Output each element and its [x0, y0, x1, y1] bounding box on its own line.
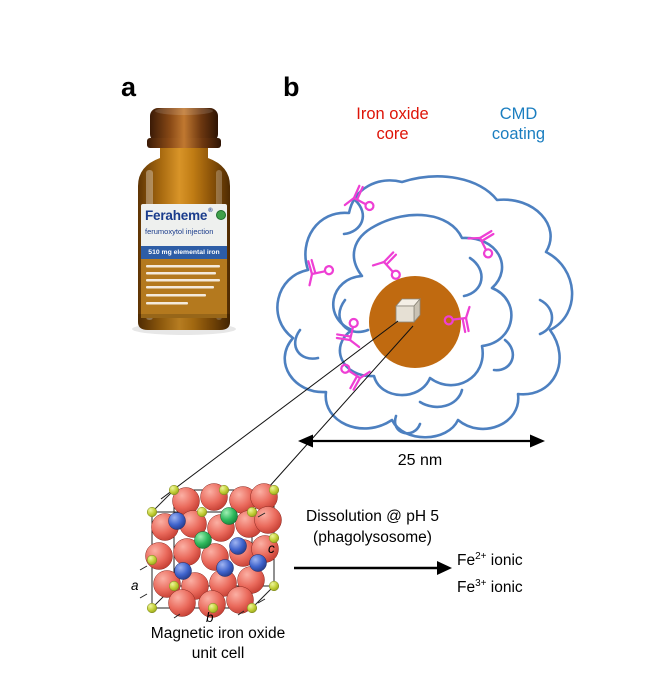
fe3-superscript: 3+ [475, 578, 487, 589]
corner-atom [146, 602, 158, 614]
unit-cell-caption-line2: unit cell [191, 645, 245, 662]
polymer-strand [332, 213, 513, 397]
unit-cell-model [139, 483, 282, 619]
polymer-strand [492, 338, 515, 372]
polymer-strand [276, 175, 574, 439]
iron-oxide-core [369, 276, 461, 368]
vial-dose-strip [141, 246, 227, 259]
polymer-strand [293, 328, 320, 360]
fe2-rest: ionic [486, 552, 523, 570]
polymer-strand [418, 388, 464, 409]
cmd-coating-label: CMD coating [476, 104, 561, 144]
vial-logo-dot [216, 210, 227, 220]
fe2-superscript: 2+ [475, 551, 487, 562]
fe3-ionic-label: Fe3+ ionic [457, 578, 523, 597]
iron-oxide-core-label-line1: Iron oxide [356, 105, 429, 123]
iron-atom-blue [168, 512, 186, 530]
corner-atom [268, 580, 280, 592]
carboxylate-icon [464, 226, 498, 260]
cmd-polymer-coating [276, 175, 574, 439]
iron-atom-blue [249, 554, 267, 572]
corner-atom [146, 506, 158, 518]
vial-bottom-shade [138, 314, 230, 330]
iron-atom-blue [229, 537, 247, 555]
vial-brand-name: Feraheme [145, 208, 208, 223]
iron-atom-green [220, 507, 238, 525]
vial-brand: Feraheme ® [145, 208, 227, 223]
axis-c-label: c [268, 541, 275, 556]
axis-b-label: b [206, 610, 214, 625]
fe2-base: Fe [457, 552, 476, 570]
corner-atom [196, 506, 208, 518]
fe3-rest: ionic [486, 579, 523, 597]
fe2-ionic-label: Fe2+ ionic [457, 551, 523, 570]
vial-fine-print-lines [146, 265, 220, 305]
registered-mark: ® [208, 208, 213, 214]
panel-b-label: b [283, 72, 300, 102]
corner-atom [168, 580, 180, 592]
vial-cap-highlight [155, 107, 213, 115]
corner-atom [246, 602, 258, 614]
corner-atom [246, 506, 258, 518]
iron-oxide-core-label-line2: core [376, 125, 409, 143]
vial-cap-band [147, 138, 221, 148]
cmd-coating-label-line2: coating [491, 125, 546, 143]
polymer-strand [342, 198, 365, 236]
panel-a-label: a [121, 72, 137, 102]
vial-photo [132, 107, 236, 335]
cmd-coating-label-line1: CMD [499, 105, 538, 123]
iron-oxide-core-label: Iron oxide core [345, 104, 440, 144]
vial-subtitle: ferumoxytol injection [145, 227, 214, 236]
corner-atom [218, 484, 230, 496]
scale-label: 25 nm [397, 452, 443, 469]
fe3-base: Fe [457, 579, 476, 597]
carboxylate-icon [370, 250, 402, 282]
polymer-strand [538, 298, 554, 336]
reaction-arrow [294, 561, 452, 575]
oxygen-atom [254, 506, 282, 534]
dissolution-label-line1: Dissolution @ pH 5 [306, 508, 439, 525]
unit-cell-caption: Magnetic iron oxide unit cell [128, 624, 308, 664]
corner-atom [146, 554, 158, 566]
polymer-strand [462, 256, 483, 298]
corner-atom [168, 484, 180, 496]
oxygen-atoms [145, 483, 282, 618]
oxygen-atom [168, 589, 196, 617]
carboxylate-icon [298, 255, 336, 293]
iron-atom-blue [174, 562, 192, 580]
axis-a-label: a [131, 578, 139, 593]
scale-arrow [298, 434, 545, 448]
core-unit-cube-icon [395, 297, 421, 324]
dissolution-label: Dissolution @ pH 5 (phagolysosome) [285, 506, 460, 548]
axis-ticks [139, 512, 266, 619]
unit-cell-caption-line1: Magnetic iron oxide [150, 625, 286, 642]
corner-atom [268, 484, 280, 496]
vial-dose: 510 mg elemental iron [148, 249, 220, 256]
polymer-strand [338, 298, 370, 334]
dissolution-label-line2: (phagolysosome) [313, 529, 432, 546]
zoom-lines [160, 320, 414, 500]
iron-atom-green [194, 531, 212, 549]
vial-cap [150, 108, 218, 142]
polymer-strand [393, 414, 422, 435]
iron-atom-blue [216, 559, 234, 577]
